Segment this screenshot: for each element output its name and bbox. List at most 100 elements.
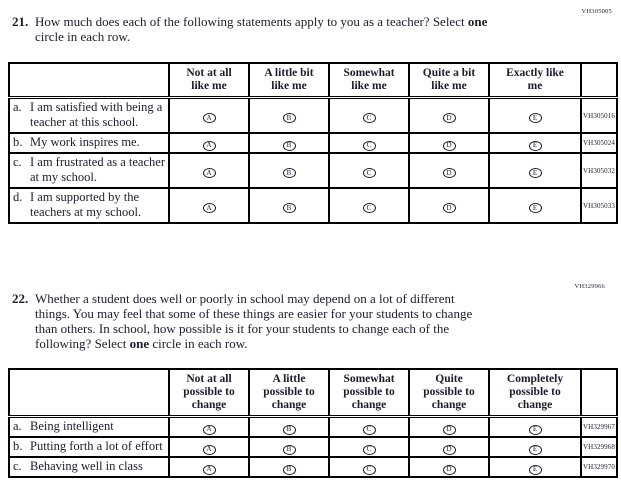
column-header-5: Exactly like me xyxy=(488,62,582,99)
option-cell-a: A xyxy=(168,132,250,154)
answer-bubble-e[interactable]: E xyxy=(528,203,542,213)
item-code: VH329968 xyxy=(580,436,618,458)
table-row-c: c. I am frustrated as a teacher at my sch… xyxy=(8,152,618,189)
answer-bubble-c[interactable]: C xyxy=(362,113,376,123)
item-code: VH329970 xyxy=(580,456,618,478)
answer-bubble-e[interactable]: E xyxy=(528,444,542,455)
answer-bubble-a[interactable]: A xyxy=(202,168,216,178)
answer-bubble-d[interactable]: D xyxy=(442,140,456,151)
option-cell-c: C xyxy=(328,187,410,224)
answer-bubble-b[interactable]: B xyxy=(282,464,296,475)
table-row-b: b. Putting forth a lot of effort A B C D E VH32… xyxy=(8,436,618,458)
row-letter: b. xyxy=(13,135,23,149)
question-21-text-before: How much does each of the following stat… xyxy=(35,14,468,29)
option-cell-a: A xyxy=(168,152,250,189)
option-cell-e: E xyxy=(488,187,582,224)
statement-text: Behaving well in class xyxy=(30,459,143,473)
answer-bubble-c[interactable]: C xyxy=(362,203,376,213)
option-cell-e: E xyxy=(488,132,582,154)
answer-bubble-e[interactable]: E xyxy=(528,140,542,151)
answer-bubble-a[interactable]: A xyxy=(202,424,216,435)
question-22-text-before: Whether a student does well or poorly in… xyxy=(35,291,473,351)
statement: d. I am supported by the teachers at my s… xyxy=(13,190,166,220)
q21-response-table: Not at all like me A little bit like me So… xyxy=(8,62,618,224)
table-header: Not at all like me A little bit like me So… xyxy=(8,62,618,99)
option-cell-e: E xyxy=(488,152,582,189)
answer-bubble-d[interactable]: D xyxy=(442,444,456,455)
question-22: 22. Whether a student does well or poorl… xyxy=(12,291,587,351)
statement-text: I am frustrated as a teacher at my schoo… xyxy=(30,155,165,184)
statement: c. I am frustrated as a teacher at my sch… xyxy=(13,155,166,185)
statement: a. I am satisfied with being a teacher at… xyxy=(13,100,166,130)
column-header-1: Not at all like me xyxy=(168,62,250,99)
option-cell-d: D xyxy=(408,415,490,438)
answer-bubble-c[interactable]: C xyxy=(362,464,376,475)
statement-cell: a. I am satisfied with being a teacher at… xyxy=(8,96,170,134)
answer-bubble-b[interactable]: B xyxy=(282,203,296,213)
answer-bubble-e[interactable]: E xyxy=(528,424,542,435)
answer-bubble-d[interactable]: D xyxy=(442,464,456,475)
row-letter: a. xyxy=(13,100,22,114)
answer-bubble-c[interactable]: C xyxy=(362,168,376,178)
option-cell-d: D xyxy=(408,96,490,134)
option-cell-c: C xyxy=(328,96,410,134)
answer-bubble-d[interactable]: D xyxy=(442,113,456,123)
column-header-1: Not at all possible to change xyxy=(168,368,250,418)
option-cell-b: B xyxy=(248,415,330,438)
answer-bubble-c[interactable]: C xyxy=(362,140,376,151)
page-accession-code-q21: VH305005 xyxy=(581,8,612,15)
statement-cell: d. I am supported by the teachers at my s… xyxy=(8,187,170,224)
statement-cell: c. Behaving well in class xyxy=(8,456,170,478)
option-cell-a: A xyxy=(168,415,250,438)
item-code: VH305024 xyxy=(580,132,618,154)
answer-bubble-b[interactable]: B xyxy=(282,444,296,455)
option-cell-b: B xyxy=(248,187,330,224)
column-header-4: Quite possible to change xyxy=(408,368,490,418)
question-21-text-after: circle in each row. xyxy=(35,29,131,44)
answer-bubble-b[interactable]: B xyxy=(282,168,296,178)
answer-bubble-e[interactable]: E xyxy=(528,113,542,123)
question-22-bold-word: one xyxy=(129,336,150,351)
answer-bubble-e[interactable]: E xyxy=(528,464,542,475)
answer-bubble-d[interactable]: D xyxy=(442,424,456,435)
statement-cell: b. Putting forth a lot of effort xyxy=(8,436,170,458)
item-code: VH305033 xyxy=(580,187,618,224)
option-cell-a: A xyxy=(168,187,250,224)
answer-bubble-a[interactable]: A xyxy=(202,444,216,455)
answer-bubble-b[interactable]: B xyxy=(282,424,296,435)
row-letter: c. xyxy=(13,459,22,473)
answer-bubble-e[interactable]: E xyxy=(528,168,542,178)
option-cell-e: E xyxy=(488,456,582,478)
option-cell-a: A xyxy=(168,436,250,458)
question-21-bold-word: one xyxy=(467,14,488,29)
table-row-c: c. Behaving well in class A B C D E VH329970 xyxy=(8,456,618,478)
answer-bubble-c[interactable]: C xyxy=(362,424,376,435)
option-cell-b: B xyxy=(248,436,330,458)
item-code: VH305032 xyxy=(580,152,618,189)
table-header: Not at all possible to change A little po… xyxy=(8,368,618,418)
answer-bubble-b[interactable]: B xyxy=(282,140,296,151)
column-header-4: Quite a bit like me xyxy=(408,62,490,99)
statement-text: Putting forth a lot of effort xyxy=(30,439,163,453)
option-cell-c: C xyxy=(328,436,410,458)
answer-bubble-c[interactable]: C xyxy=(362,444,376,455)
option-cell-e: E xyxy=(488,436,582,458)
statement-text: Being intelligent xyxy=(30,419,114,433)
option-cell-c: C xyxy=(328,152,410,189)
statement: a. Being intelligent xyxy=(13,419,166,434)
statement-header-cell-empty xyxy=(8,62,170,99)
answer-bubble-a[interactable]: A xyxy=(202,464,216,475)
answer-bubble-d[interactable]: D xyxy=(442,168,456,178)
item-code: VH305016 xyxy=(580,96,618,134)
table-row-a: a. I am satisfied with being a teacher at… xyxy=(8,96,618,134)
option-cell-c: C xyxy=(328,415,410,438)
answer-bubble-a[interactable]: A xyxy=(202,140,216,151)
answer-bubble-b[interactable]: B xyxy=(282,113,296,123)
question-22-text-after: circle in each row. xyxy=(149,336,248,351)
option-cell-e: E xyxy=(488,415,582,438)
answer-bubble-a[interactable]: A xyxy=(202,113,216,123)
answer-bubble-a[interactable]: A xyxy=(202,203,216,213)
option-cell-b: B xyxy=(248,152,330,189)
answer-bubble-d[interactable]: D xyxy=(442,203,456,213)
